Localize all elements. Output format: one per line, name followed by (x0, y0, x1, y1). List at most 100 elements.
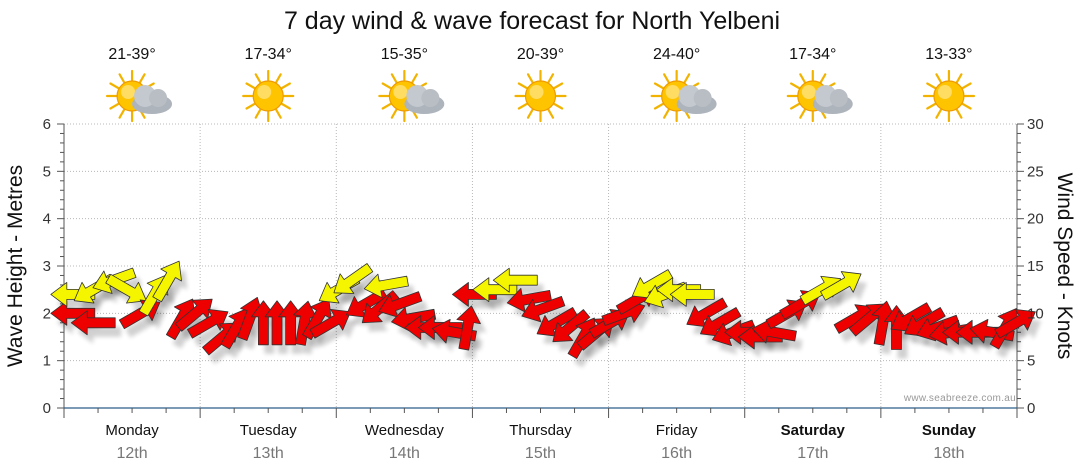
sun-rays (242, 69, 295, 123)
day-name-label: Monday (105, 422, 159, 439)
wind-arrow (378, 291, 423, 318)
right-tick-label: 5 (1027, 353, 1035, 370)
sun-ray (926, 82, 937, 90)
sun-highlight (257, 85, 272, 99)
weather-icons (105, 69, 976, 123)
right-tick-label: 30 (1027, 116, 1044, 133)
sun-highlight (937, 85, 952, 99)
left-tick-label: 4 (43, 211, 51, 228)
sun-rays (514, 69, 567, 123)
cloud-icon (812, 85, 853, 114)
wind-arrow-strong (669, 281, 715, 307)
sun-ray (547, 108, 555, 119)
day-temperature: 17-34° (789, 46, 836, 63)
cloud-icon (404, 85, 445, 114)
wind-arrow (700, 307, 742, 337)
day-date-label: 18th (933, 445, 964, 462)
wind-arrow (50, 300, 96, 326)
sun-highlight (529, 85, 544, 99)
sun-ray (961, 82, 972, 90)
sun-highlight (665, 85, 680, 99)
sun-ray (517, 102, 528, 110)
cloud-puff (829, 89, 848, 107)
sun-ray (663, 108, 670, 119)
wind-arrow (309, 309, 351, 339)
wind-arrow-shadow (339, 272, 379, 303)
sunny-icon (514, 69, 567, 123)
sun-ray (411, 73, 418, 84)
sun-ray (245, 102, 256, 110)
wind-arrow-shadow (315, 318, 357, 348)
sun-ray (280, 102, 291, 110)
sun-ray (653, 82, 664, 90)
partly-cloudy-icon (650, 69, 717, 123)
sun-ray (926, 102, 937, 110)
sun-highlight (801, 85, 816, 99)
wind-arrow (506, 287, 552, 313)
day-date-label: 13th (253, 445, 284, 462)
sunny-icon (922, 69, 976, 123)
day-name-label: Sunday (922, 422, 977, 439)
day-temperature: 15-35° (381, 46, 428, 63)
left-tick-label: 2 (43, 305, 51, 322)
plot-axes (57, 123, 1024, 418)
cloud-puff (149, 89, 168, 107)
day-date-label: 17th (797, 445, 828, 462)
right-tick-label: 15 (1027, 258, 1044, 275)
wind-arrow-strong (105, 273, 147, 304)
chart-title: 7 day wind & wave forecast for North Yel… (284, 7, 780, 35)
left-tick-label: 5 (43, 163, 51, 180)
sun-ray (955, 73, 963, 84)
sun-ray (254, 108, 262, 119)
day-temperature: 13-33° (925, 46, 972, 63)
right-tick-label: 10 (1027, 305, 1044, 322)
sun-highlight (121, 85, 136, 99)
wind-arrow (70, 310, 116, 336)
sun-ray (390, 73, 398, 84)
cloud-icon (676, 85, 717, 114)
sun-rays (922, 69, 976, 123)
sun-ray (118, 108, 126, 119)
sun-ray (819, 73, 827, 84)
plot-grid (64, 123, 1017, 408)
sun-ray (663, 73, 670, 84)
wind-arrow-strong (631, 269, 674, 299)
sun-ray (683, 73, 691, 84)
wind-arrow (521, 295, 566, 323)
day-temperature: 20-39° (517, 46, 564, 63)
wind-arrow (994, 309, 1036, 339)
sun-ray (526, 108, 534, 119)
sunny-icon (242, 69, 295, 123)
wind-arrow-strong (363, 273, 409, 299)
left-tick-label: 3 (43, 258, 51, 275)
wind-arrow (686, 297, 728, 328)
partly-cloudy-icon (786, 69, 853, 123)
sun-ray (799, 73, 806, 84)
sun-ray (955, 108, 963, 119)
day-date-label: 16th (661, 445, 692, 462)
wind-arrow-strong (820, 271, 862, 301)
cloud-puff (693, 89, 712, 107)
cloud-puff (421, 89, 440, 107)
sun-ray (118, 73, 126, 84)
sun-ray (280, 82, 291, 90)
sun-ray (553, 82, 564, 90)
sun-ray (381, 82, 392, 90)
left-tick-label: 6 (43, 116, 51, 133)
wind-arrow (871, 300, 897, 346)
sun-ray (275, 108, 282, 119)
day-name-label: Wednesday (365, 422, 444, 439)
day-name-label: Thursday (509, 422, 572, 439)
sun-ray (790, 82, 801, 90)
day-date-label: 14th (389, 445, 420, 462)
wind-arrow (293, 300, 318, 346)
right-axis-title: Wind Speed - Knots (1053, 173, 1076, 360)
sun-ray (109, 102, 120, 110)
watermark: www.seabreeze.com.au (903, 393, 1016, 404)
day-name-label: Saturday (781, 422, 846, 439)
right-tick-label: 0 (1027, 400, 1035, 417)
day-date-label: 15th (525, 445, 556, 462)
day-date-label: 12th (117, 445, 148, 462)
day-temperature: 17-34° (245, 46, 292, 63)
sun-ray (390, 108, 398, 119)
